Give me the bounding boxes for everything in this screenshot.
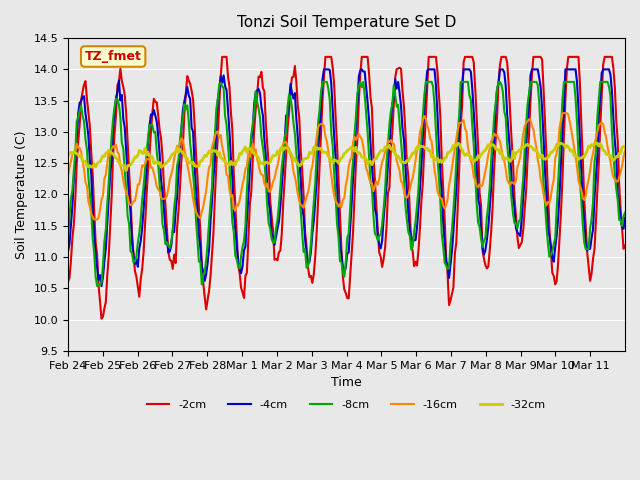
-32cm xyxy=(352,144,360,150)
-16cm xyxy=(463,129,470,135)
-2cm xyxy=(353,134,361,140)
-2cm xyxy=(547,246,555,252)
-8cm xyxy=(83,146,91,152)
-4cm xyxy=(98,283,106,289)
-2cm xyxy=(464,54,472,60)
-4cm xyxy=(353,101,361,107)
-16cm xyxy=(352,137,360,143)
-4cm xyxy=(621,215,629,221)
-4cm xyxy=(547,243,555,249)
-32cm xyxy=(620,144,627,149)
X-axis label: Time: Time xyxy=(331,376,362,389)
-2cm xyxy=(620,246,627,252)
-32cm xyxy=(621,144,629,150)
-2cm xyxy=(218,54,226,60)
-4cm xyxy=(320,67,328,72)
-16cm xyxy=(83,183,91,189)
-32cm xyxy=(463,151,470,157)
-32cm xyxy=(545,153,553,158)
Line: -8cm: -8cm xyxy=(68,82,625,286)
-16cm xyxy=(90,216,98,222)
-8cm xyxy=(620,214,627,219)
-16cm xyxy=(559,110,566,116)
-16cm xyxy=(102,172,109,178)
Line: -4cm: -4cm xyxy=(68,70,625,286)
-16cm xyxy=(545,200,553,205)
-2cm xyxy=(98,316,106,322)
-16cm xyxy=(64,173,72,179)
Line: -32cm: -32cm xyxy=(68,143,625,171)
Line: -16cm: -16cm xyxy=(68,113,625,219)
-8cm xyxy=(621,210,629,216)
Text: TZ_fmet: TZ_fmet xyxy=(84,50,141,63)
-4cm xyxy=(620,226,627,232)
-32cm xyxy=(122,168,130,174)
-2cm xyxy=(64,279,72,285)
-2cm xyxy=(83,96,91,102)
-2cm xyxy=(621,243,629,249)
Legend: -2cm, -4cm, -8cm, -16cm, -32cm: -2cm, -4cm, -8cm, -16cm, -32cm xyxy=(143,395,550,414)
-4cm xyxy=(83,121,91,127)
-8cm xyxy=(353,90,361,96)
-4cm xyxy=(464,67,472,72)
-4cm xyxy=(64,249,72,254)
Line: -2cm: -2cm xyxy=(68,57,625,319)
-8cm xyxy=(464,79,472,85)
-32cm xyxy=(100,154,108,159)
-4cm xyxy=(102,245,109,251)
-8cm xyxy=(102,227,109,232)
-8cm xyxy=(319,79,326,85)
-32cm xyxy=(64,153,72,158)
-32cm xyxy=(83,163,91,168)
-16cm xyxy=(620,154,627,159)
-8cm xyxy=(64,239,72,245)
-8cm xyxy=(93,283,101,289)
-8cm xyxy=(547,252,555,257)
Title: Tonzi Soil Temperature Set D: Tonzi Soil Temperature Set D xyxy=(237,15,456,30)
Y-axis label: Soil Temperature (C): Soil Temperature (C) xyxy=(15,130,28,259)
-2cm xyxy=(102,300,109,305)
-32cm xyxy=(556,140,563,146)
-16cm xyxy=(621,148,629,154)
